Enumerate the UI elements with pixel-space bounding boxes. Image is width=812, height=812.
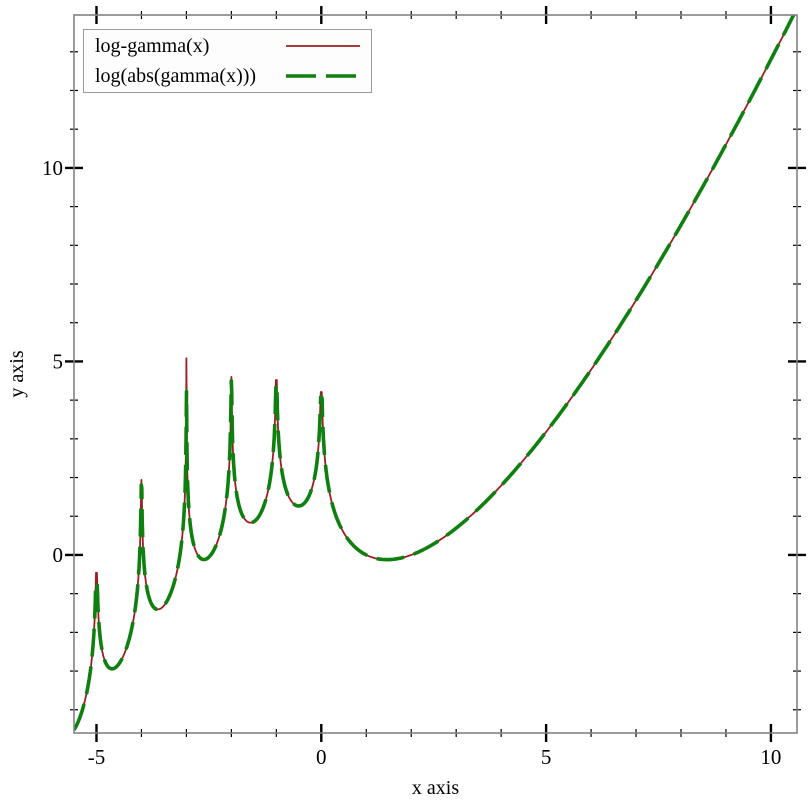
y-tick-label: 0 <box>53 543 64 567</box>
legend-line-sample-log-gamma <box>286 45 360 47</box>
legend-line-sample-log-abs-gamma <box>286 74 360 78</box>
x-tick-label: 5 <box>541 745 552 769</box>
legend-item: log-gamma(x) <box>95 33 361 59</box>
legend-item: log(abs(gamma(x))) <box>95 63 361 89</box>
legend-label: log-gamma(x) <box>95 35 210 57</box>
y-tick-label: 10 <box>42 156 63 180</box>
legend: log-gamma(x) log(abs(gamma(x))) <box>83 29 372 93</box>
plot-border <box>73 14 798 734</box>
curve-log-gamma <box>74 15 795 731</box>
y-tick-label: 5 <box>53 349 64 373</box>
x-axis-label: x axis <box>411 777 460 799</box>
x-tick-label: 10 <box>760 745 781 769</box>
legend-label: log(abs(gamma(x))) <box>95 65 257 87</box>
y-axis-label: y axis <box>6 350 28 398</box>
x-tick-label: 0 <box>316 745 327 769</box>
curve-log-abs-gamma <box>74 15 796 731</box>
x-tick-label: -5 <box>88 745 106 769</box>
